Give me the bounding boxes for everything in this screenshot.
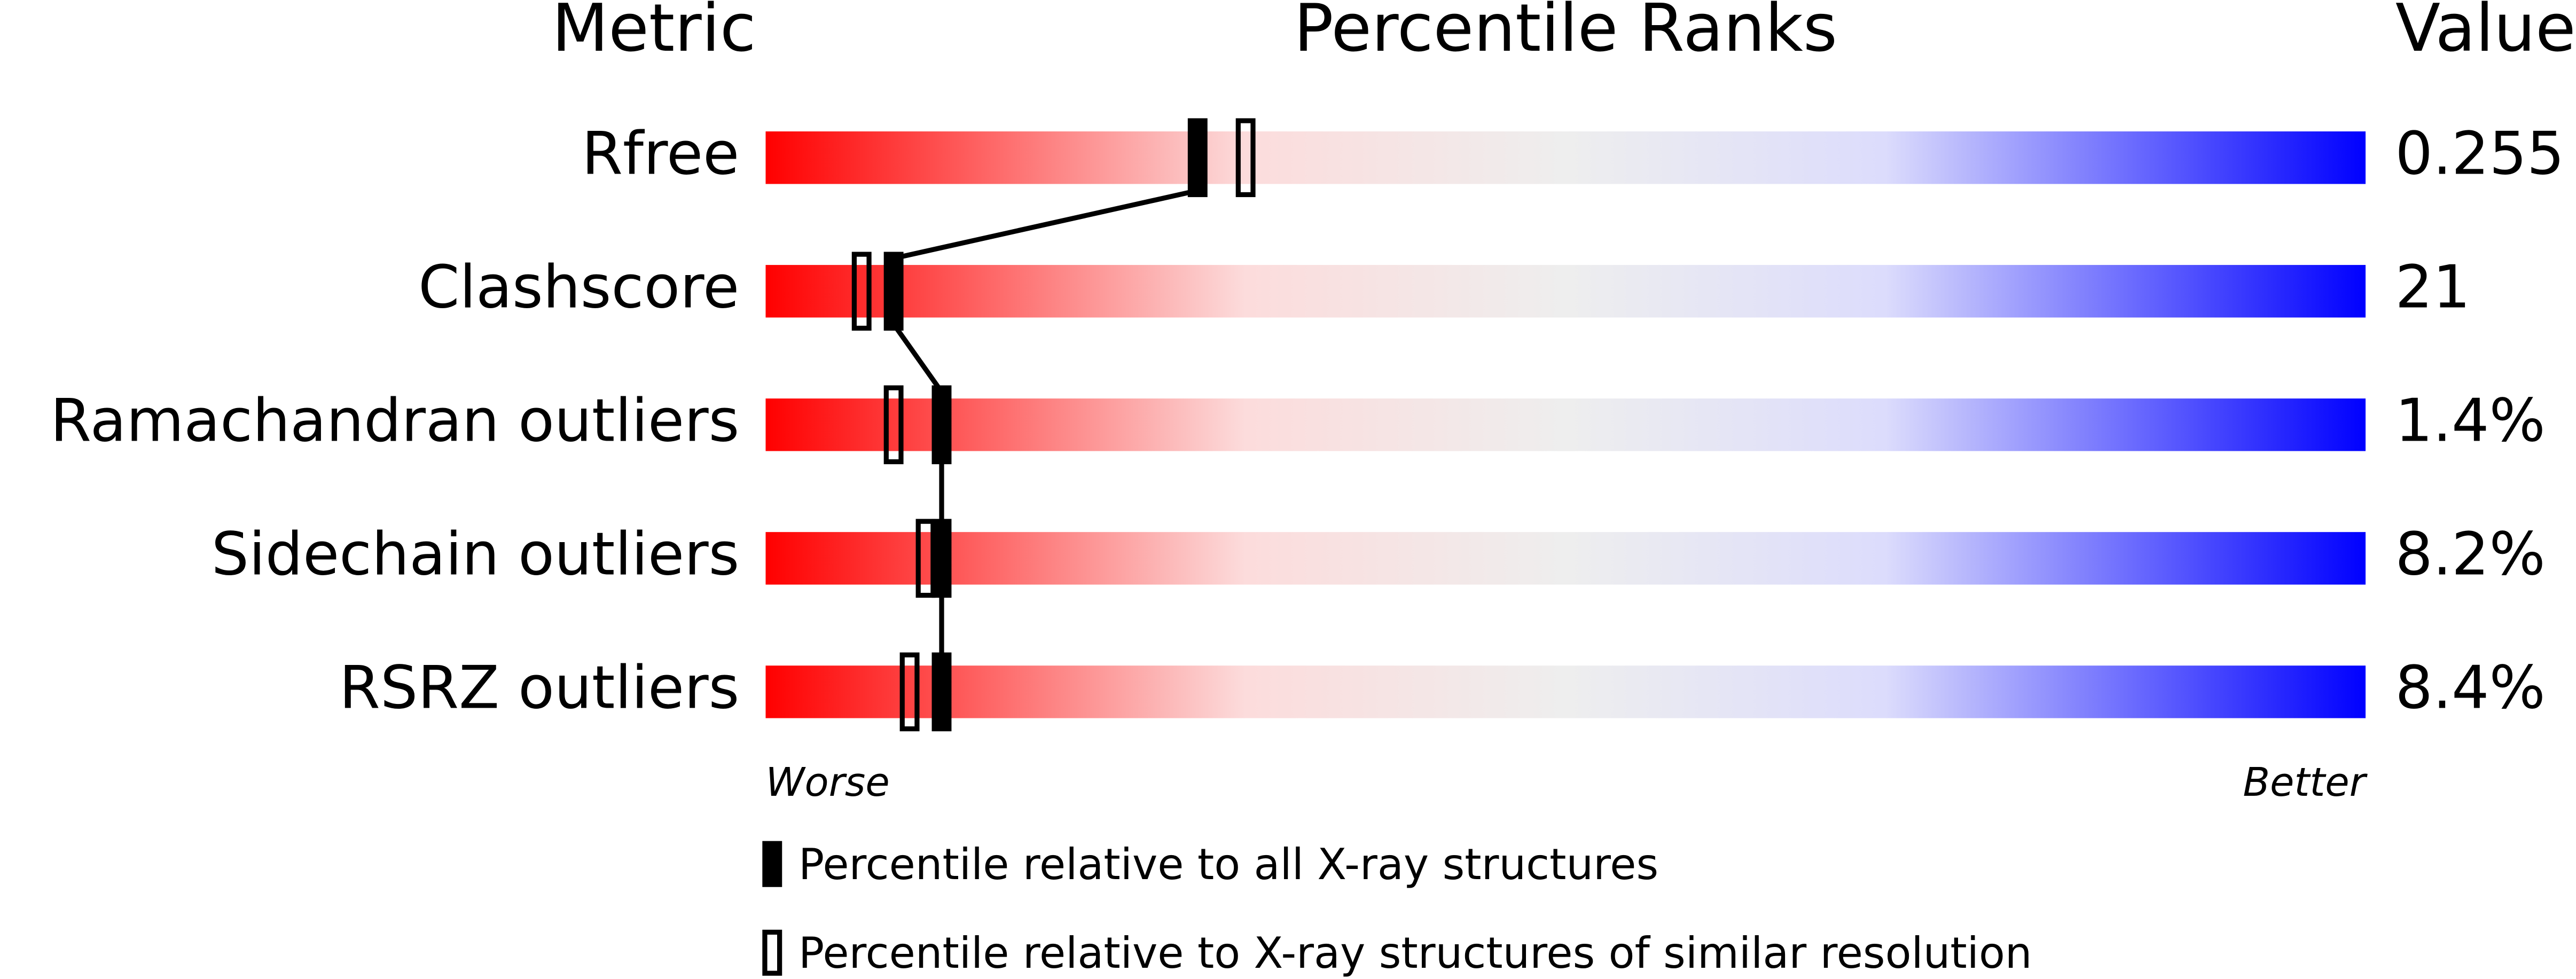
marker (883, 252, 904, 331)
legend-swatch (762, 841, 782, 887)
connector (893, 188, 1199, 261)
metric-label: RSRZ outliers (339, 654, 739, 723)
metric-label: Sidechain outliers (212, 520, 740, 589)
metric-label: Ramachandran outliers (50, 387, 739, 456)
axis-label: Worse (765, 759, 889, 805)
header: Metric (552, 0, 756, 67)
marker (883, 385, 904, 465)
percentile-bar (765, 131, 2366, 184)
percentile-bar (765, 532, 2366, 585)
legend-swatch (762, 929, 782, 976)
axis-label: Better (2243, 759, 2368, 805)
metric-value: 21 (2395, 253, 2470, 322)
header: Value (2395, 0, 2576, 67)
legend-label: Percentile relative to X-ray structures … (798, 928, 2032, 978)
marker (931, 652, 952, 732)
metric-value: 1.4% (2395, 387, 2545, 456)
marker (1187, 118, 1208, 198)
metric-value: 8.4% (2395, 654, 2545, 723)
marker (1235, 118, 1256, 198)
metric-label: Rfree (582, 120, 739, 189)
percentile-bar (765, 265, 2366, 318)
percentile-bar (765, 665, 2366, 718)
metric-value: 8.2% (2395, 520, 2545, 589)
percentile-bar (765, 398, 2366, 451)
metric-label: Clashscore (418, 253, 739, 322)
marker (899, 652, 920, 732)
connector (891, 323, 944, 394)
header: Percentile Ranks (1294, 0, 1837, 67)
marker (851, 252, 872, 331)
legend-label: Percentile relative to all X-ray structu… (798, 840, 1658, 889)
metric-value: 0.255 (2395, 120, 2564, 189)
marker (931, 519, 952, 598)
marker (931, 385, 952, 465)
